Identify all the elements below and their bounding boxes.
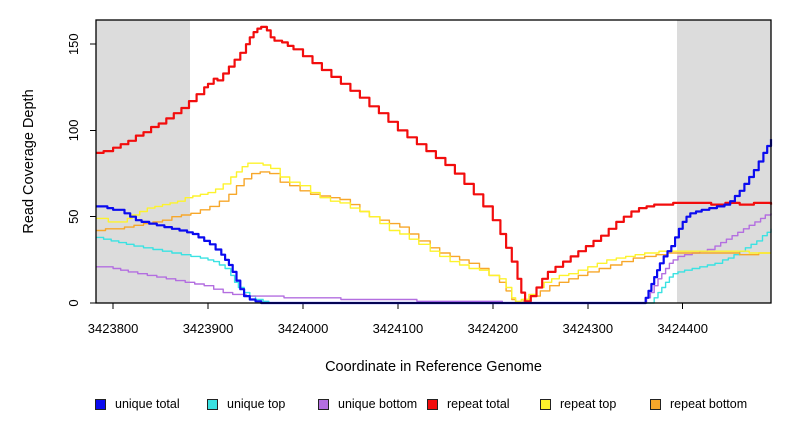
x-tick-label: 3423900 [183, 321, 234, 336]
legend-label-repeat-top: repeat top [560, 397, 617, 411]
legend-item-unique-bottom: unique bottom [318, 396, 417, 412]
legend-swatch-repeat-bottom [650, 398, 661, 410]
series-line-repeat-top [96, 162, 771, 302]
legend-item-repeat-bottom: repeat bottom [650, 396, 747, 412]
legend-swatch-repeat-top [540, 398, 551, 410]
legend-swatch-unique-top [207, 398, 218, 410]
x-tick-label: 3423800 [88, 321, 139, 336]
y-tick-label: 0 [66, 299, 81, 306]
y-tick-label: 150 [66, 33, 81, 55]
legend-item-unique-top: unique top [207, 396, 285, 412]
x-tick-label: 3424100 [373, 321, 424, 336]
legend-label-unique-bottom: unique bottom [338, 397, 418, 411]
legend-item-repeat-total: repeat total [427, 396, 510, 412]
series-line-repeat-bottom [96, 171, 771, 304]
y-axis-title: Read Coverage Depth [21, 89, 37, 233]
legend-swatch-repeat-total [427, 398, 438, 410]
y-tick-label: 100 [66, 120, 81, 142]
x-tick-label: 3424000 [278, 321, 329, 336]
legend-swatch-unique-bottom [318, 398, 329, 410]
x-tick-label: 3424400 [657, 321, 708, 336]
chart-svg: 3423800 3423900 3424000 3424100 3424200 34243… [21, 19, 773, 375]
legend-item-unique-total: unique total [95, 396, 180, 412]
legend-item-repeat-top: repeat top [540, 396, 616, 412]
x-tick-label: 3424300 [562, 321, 613, 336]
legend-label-unique-top: unique top [227, 397, 286, 411]
legend-swatch-unique-total [95, 398, 106, 410]
x-tick-label: 3424200 [467, 321, 518, 336]
legend-label-unique-total: unique total [115, 397, 180, 411]
chart-legend: unique total unique top unique bottom repea… [0, 396, 792, 416]
shaded-region [96, 20, 190, 303]
y-tick-label: 50 [66, 209, 81, 223]
series-line-repeat-total [96, 25, 773, 303]
x-axis-title: Coordinate in Reference Genome [325, 359, 542, 375]
legend-label-repeat-bottom: repeat bottom [670, 397, 748, 411]
legend-label-repeat-total: repeat total [447, 397, 510, 411]
plot-box [95, 19, 772, 304]
shaded-region [677, 20, 771, 303]
series-line-unique-bottom [96, 213, 772, 304]
